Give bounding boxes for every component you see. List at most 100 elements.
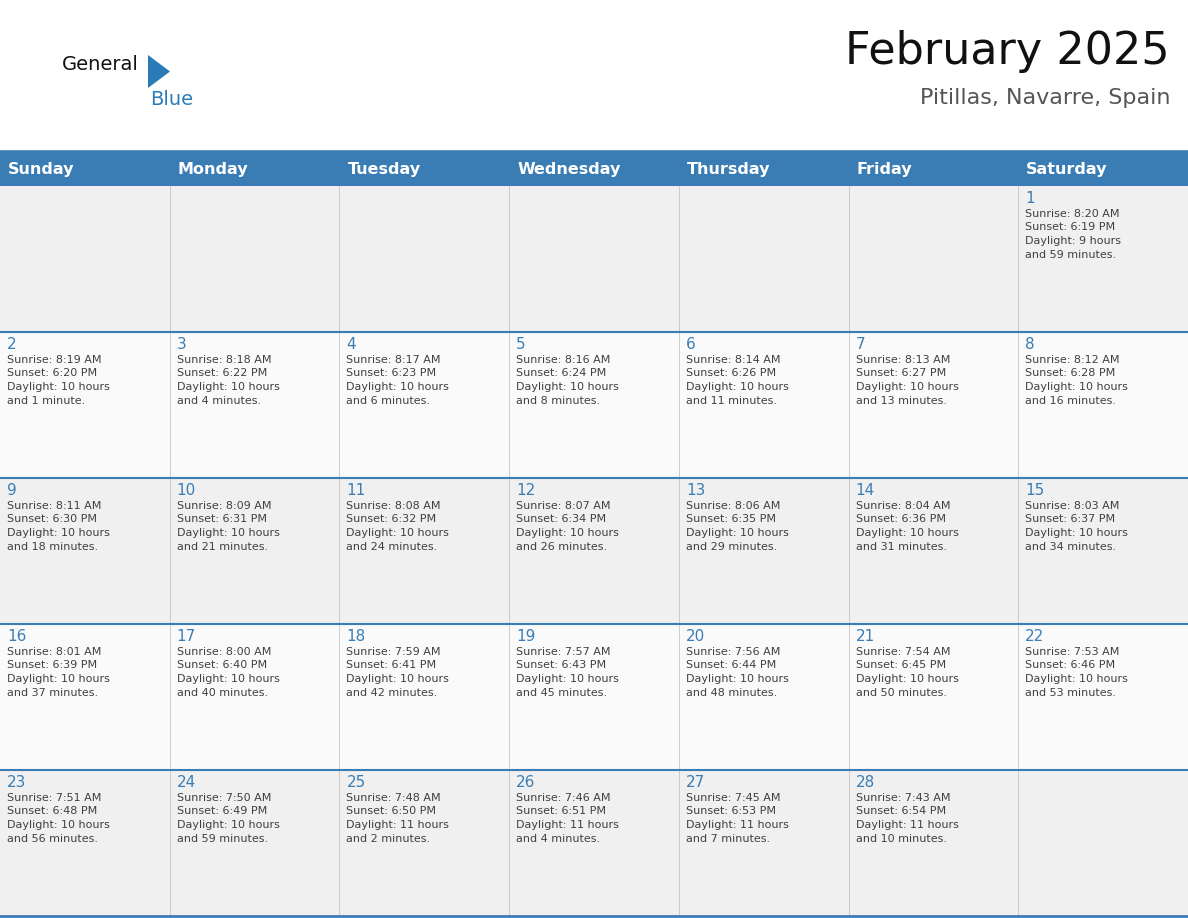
Text: 13: 13 xyxy=(685,483,706,498)
Text: 11: 11 xyxy=(347,483,366,498)
Bar xyxy=(848,624,1018,770)
Bar xyxy=(0,770,170,916)
Text: Sunrise: 7:43 AM: Sunrise: 7:43 AM xyxy=(855,793,950,803)
Text: Sunrise: 8:06 AM: Sunrise: 8:06 AM xyxy=(685,501,781,511)
Text: Sunrise: 8:07 AM: Sunrise: 8:07 AM xyxy=(516,501,611,511)
Text: Sunrise: 8:00 AM: Sunrise: 8:00 AM xyxy=(177,647,271,657)
Text: Sunrise: 8:13 AM: Sunrise: 8:13 AM xyxy=(855,355,950,365)
Text: Sunrise: 8:01 AM: Sunrise: 8:01 AM xyxy=(7,647,101,657)
Text: General: General xyxy=(62,55,139,74)
Text: Blue: Blue xyxy=(150,90,194,109)
Text: Sunrise: 8:12 AM: Sunrise: 8:12 AM xyxy=(1025,355,1120,365)
Text: Daylight: 10 hours: Daylight: 10 hours xyxy=(855,674,959,684)
Text: Friday: Friday xyxy=(857,162,912,177)
Text: Sunset: 6:50 PM: Sunset: 6:50 PM xyxy=(347,807,436,816)
Bar xyxy=(678,478,848,624)
Text: Sunrise: 7:56 AM: Sunrise: 7:56 AM xyxy=(685,647,781,657)
Bar xyxy=(1018,478,1188,624)
Text: and 31 minutes.: and 31 minutes. xyxy=(855,542,947,552)
Text: Daylight: 11 hours: Daylight: 11 hours xyxy=(685,820,789,830)
Text: 17: 17 xyxy=(177,629,196,644)
Bar xyxy=(340,186,510,332)
Text: Sunset: 6:44 PM: Sunset: 6:44 PM xyxy=(685,660,776,670)
Bar xyxy=(678,624,848,770)
Bar xyxy=(340,332,510,478)
Bar xyxy=(510,186,678,332)
Text: Sunrise: 7:59 AM: Sunrise: 7:59 AM xyxy=(347,647,441,657)
Text: Daylight: 10 hours: Daylight: 10 hours xyxy=(1025,382,1129,392)
Text: Daylight: 10 hours: Daylight: 10 hours xyxy=(7,528,109,538)
Text: and 26 minutes.: and 26 minutes. xyxy=(516,542,607,552)
Text: Daylight: 10 hours: Daylight: 10 hours xyxy=(855,382,959,392)
Text: 22: 22 xyxy=(1025,629,1044,644)
Text: and 13 minutes.: and 13 minutes. xyxy=(855,396,947,406)
Text: 8: 8 xyxy=(1025,337,1035,352)
Text: Sunset: 6:36 PM: Sunset: 6:36 PM xyxy=(855,514,946,524)
Text: Sunrise: 7:54 AM: Sunrise: 7:54 AM xyxy=(855,647,950,657)
Text: and 40 minutes.: and 40 minutes. xyxy=(177,688,267,698)
Text: Sunset: 6:31 PM: Sunset: 6:31 PM xyxy=(177,514,267,524)
Text: Sunrise: 8:03 AM: Sunrise: 8:03 AM xyxy=(1025,501,1119,511)
Text: Daylight: 10 hours: Daylight: 10 hours xyxy=(347,382,449,392)
Text: Sunrise: 8:18 AM: Sunrise: 8:18 AM xyxy=(177,355,271,365)
Bar xyxy=(0,332,170,478)
Text: and 24 minutes.: and 24 minutes. xyxy=(347,542,437,552)
Text: Sunrise: 8:19 AM: Sunrise: 8:19 AM xyxy=(7,355,101,365)
Text: and 4 minutes.: and 4 minutes. xyxy=(177,396,261,406)
Text: 7: 7 xyxy=(855,337,865,352)
Bar xyxy=(340,770,510,916)
Text: Sunrise: 8:11 AM: Sunrise: 8:11 AM xyxy=(7,501,101,511)
Text: Sunset: 6:45 PM: Sunset: 6:45 PM xyxy=(855,660,946,670)
Text: and 18 minutes.: and 18 minutes. xyxy=(7,542,99,552)
Text: Daylight: 10 hours: Daylight: 10 hours xyxy=(347,528,449,538)
Text: 19: 19 xyxy=(516,629,536,644)
Text: Daylight: 10 hours: Daylight: 10 hours xyxy=(1025,528,1129,538)
Bar xyxy=(340,624,510,770)
Bar xyxy=(0,186,170,332)
Text: Daylight: 11 hours: Daylight: 11 hours xyxy=(347,820,449,830)
Text: Daylight: 10 hours: Daylight: 10 hours xyxy=(177,674,279,684)
Text: Thursday: Thursday xyxy=(687,162,770,177)
Bar xyxy=(0,624,170,770)
Text: and 34 minutes.: and 34 minutes. xyxy=(1025,542,1117,552)
Text: Sunset: 6:43 PM: Sunset: 6:43 PM xyxy=(516,660,606,670)
Text: and 45 minutes.: and 45 minutes. xyxy=(516,688,607,698)
Bar xyxy=(170,770,340,916)
Text: Sunrise: 8:04 AM: Sunrise: 8:04 AM xyxy=(855,501,950,511)
Text: Sunset: 6:27 PM: Sunset: 6:27 PM xyxy=(855,368,946,378)
Bar xyxy=(1018,186,1188,332)
Bar xyxy=(170,186,340,332)
Text: Daylight: 10 hours: Daylight: 10 hours xyxy=(516,528,619,538)
Text: and 59 minutes.: and 59 minutes. xyxy=(177,834,267,844)
Text: Sunrise: 7:45 AM: Sunrise: 7:45 AM xyxy=(685,793,781,803)
Text: and 21 minutes.: and 21 minutes. xyxy=(177,542,267,552)
Text: 1: 1 xyxy=(1025,191,1035,206)
Text: and 7 minutes.: and 7 minutes. xyxy=(685,834,770,844)
Text: 24: 24 xyxy=(177,775,196,790)
Text: 23: 23 xyxy=(7,775,26,790)
Text: Daylight: 10 hours: Daylight: 10 hours xyxy=(516,674,619,684)
Text: Daylight: 11 hours: Daylight: 11 hours xyxy=(516,820,619,830)
Text: 14: 14 xyxy=(855,483,874,498)
Bar xyxy=(0,153,1188,186)
Text: 20: 20 xyxy=(685,629,706,644)
Text: Sunset: 6:32 PM: Sunset: 6:32 PM xyxy=(347,514,436,524)
Text: Sunrise: 8:08 AM: Sunrise: 8:08 AM xyxy=(347,501,441,511)
Text: Sunrise: 8:20 AM: Sunrise: 8:20 AM xyxy=(1025,209,1120,219)
Bar xyxy=(510,770,678,916)
Text: and 29 minutes.: and 29 minutes. xyxy=(685,542,777,552)
Bar xyxy=(1018,624,1188,770)
Text: Daylight: 10 hours: Daylight: 10 hours xyxy=(685,674,789,684)
Text: Daylight: 10 hours: Daylight: 10 hours xyxy=(685,528,789,538)
Text: Monday: Monday xyxy=(178,162,248,177)
Text: Daylight: 10 hours: Daylight: 10 hours xyxy=(7,674,109,684)
Text: Sunset: 6:48 PM: Sunset: 6:48 PM xyxy=(7,807,97,816)
Text: Sunset: 6:23 PM: Sunset: 6:23 PM xyxy=(347,368,436,378)
Text: Wednesday: Wednesday xyxy=(517,162,620,177)
Bar xyxy=(1018,770,1188,916)
Text: 21: 21 xyxy=(855,629,874,644)
Text: 9: 9 xyxy=(7,483,17,498)
Bar xyxy=(678,332,848,478)
Text: 6: 6 xyxy=(685,337,696,352)
Text: 18: 18 xyxy=(347,629,366,644)
